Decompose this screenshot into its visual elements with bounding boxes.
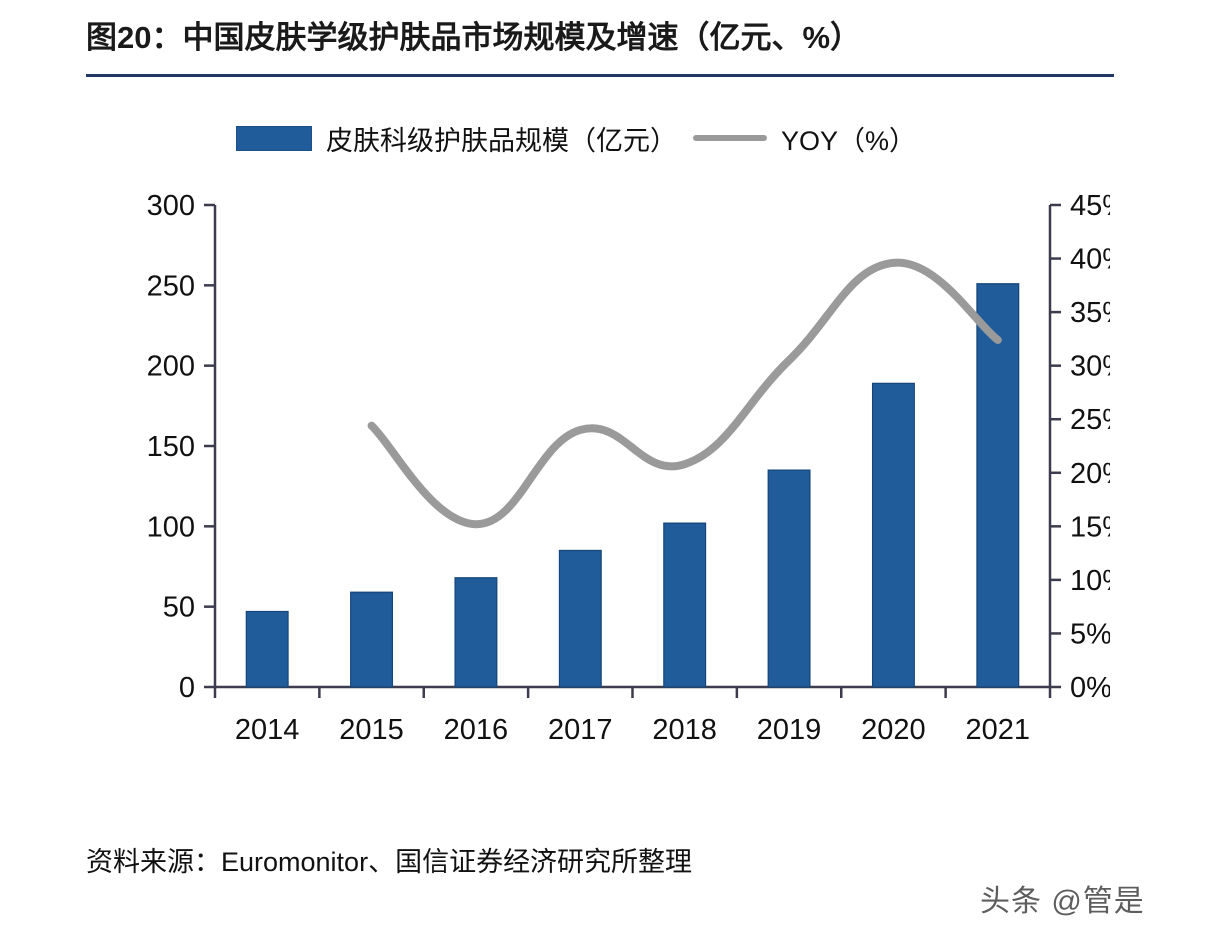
- right-axis-tick-label: 5%: [1070, 618, 1110, 650]
- left-axis-tick-label: 200: [147, 351, 195, 383]
- left-axis-tick-label: 150: [147, 431, 195, 463]
- left-axis-tick-label: 50: [163, 592, 195, 624]
- legend-item-line: YOY（%）: [677, 119, 916, 158]
- right-axis-tick-label: 35%: [1070, 297, 1110, 329]
- bar-2020: [871, 382, 915, 688]
- right-axis-tick-label: 20%: [1070, 458, 1110, 490]
- page-title: 图20：中国皮肤学级护肤品市场规模及增速（亿元、%）: [86, 20, 862, 55]
- legend-item-bars: 皮肤科级护肤品规模（亿元）: [236, 119, 677, 158]
- x-axis-tick-label: 2020: [861, 714, 926, 746]
- yoy-line: [367, 258, 1002, 529]
- bar-2016: [454, 577, 498, 688]
- right-axis-tick-label: 40%: [1070, 244, 1110, 276]
- x-axis-tick-label: 2016: [444, 714, 509, 746]
- chart-canvas: 0 50 100 150 200 250 300 0% 5% 10% 15% 20% 25% 30% 35%…: [147, 190, 1110, 746]
- figure-title-block: 图20：中国皮肤学级护肤品市场规模及增速（亿元、%）: [86, 16, 1126, 74]
- right-axis-tick-label: 0%: [1070, 672, 1110, 704]
- bar-2021: [976, 283, 1020, 688]
- right-axis-tick-label: 15%: [1070, 511, 1110, 543]
- legend-line-swatch-icon: [693, 135, 767, 141]
- left-axis-tick-label: 100: [147, 511, 195, 543]
- right-axis-tick-label: 25%: [1070, 404, 1110, 436]
- legend-label-line: YOY（%）: [781, 125, 917, 156]
- bar-2018: [663, 522, 707, 688]
- left-axis-tick-label: 300: [147, 190, 195, 222]
- x-axis-tick-label: 2017: [548, 714, 613, 746]
- bar-2014: [245, 610, 289, 688]
- watermark-label: 头条 @管是: [980, 885, 1145, 918]
- x-axis-tick-label: 2019: [757, 714, 822, 746]
- legend-bar-swatch-icon: [236, 125, 312, 151]
- bar-2015: [350, 591, 394, 688]
- x-axis-tick-label: 2014: [235, 714, 300, 746]
- right-axis-tick-label: 30%: [1070, 351, 1110, 383]
- bar-2019: [767, 469, 811, 688]
- x-axis-tick-label: 2018: [652, 714, 717, 746]
- left-axis-tick-label: 0: [179, 672, 195, 704]
- x-axis-tick-label: 2015: [339, 714, 404, 746]
- left-axis-tick-label: 250: [147, 270, 195, 302]
- plot-area: 0 50 100 150 200 250 300 0% 5% 10% 15% 20% 25% 30% 35%…: [120, 185, 1110, 755]
- legend-label-bars: 皮肤科级护肤品规模（亿元）: [326, 125, 677, 156]
- chart-legend: 皮肤科级护肤品规模（亿元） YOY（%）: [236, 118, 916, 158]
- source-note: 资料来源：Euromonitor、国信证券经济研究所整理: [86, 847, 693, 877]
- title-divider: [86, 74, 1114, 77]
- x-axis-tick-label: 2021: [966, 714, 1031, 746]
- right-axis-tick-label: 10%: [1070, 565, 1110, 597]
- bar-2017: [558, 549, 602, 688]
- right-axis-tick-label: 45%: [1070, 190, 1110, 222]
